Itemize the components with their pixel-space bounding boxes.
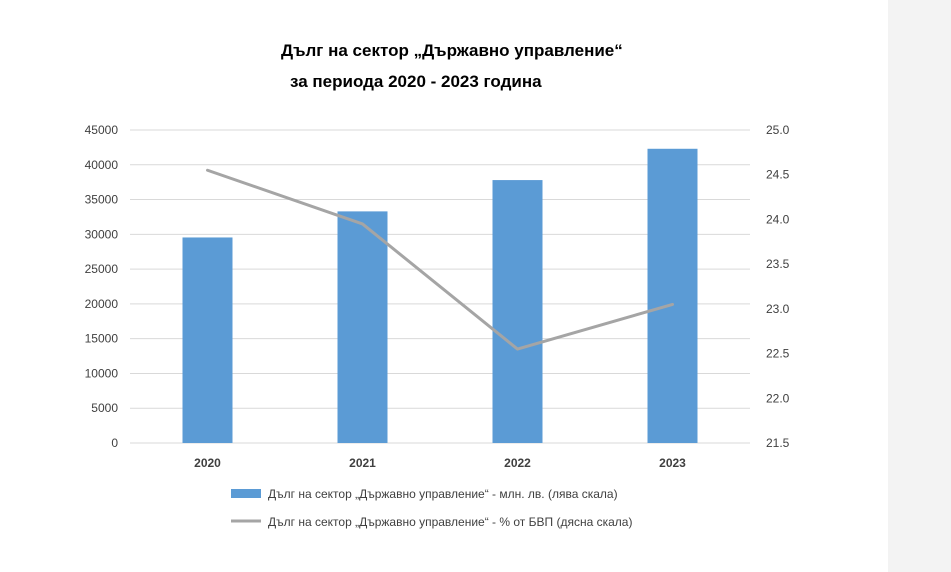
left-tick-label: 5000 — [91, 401, 118, 415]
left-tick-label: 45000 — [85, 123, 119, 137]
chart-subtitle: за периода 2020 - 2023 година — [290, 72, 542, 91]
line-series — [206, 168, 674, 351]
left-tick-label: 20000 — [85, 297, 119, 311]
bar — [337, 211, 388, 443]
x-axis: 2020 2021 2022 2023 — [194, 456, 686, 470]
bar — [647, 148, 698, 443]
chart-area: 0 5000 10000 15000 20000 25000 30000 35000 40000… — [85, 123, 790, 529]
left-tick-label: 30000 — [85, 227, 119, 241]
right-tick-label: 23.0 — [766, 302, 790, 316]
gridlines — [130, 129, 750, 444]
right-tick-label: 22.5 — [766, 347, 790, 361]
bar-series — [182, 148, 698, 443]
category-label: 2021 — [349, 456, 376, 470]
category-label: 2023 — [659, 456, 686, 470]
side-panel — [888, 0, 951, 572]
bar — [182, 237, 233, 443]
chart-title: Дълг на сектор „Държавно управление“ — [281, 41, 623, 60]
right-tick-label: 24.5 — [766, 168, 790, 182]
legend-bar-label: Дълг на сектор „Държавно управление“ - м… — [268, 487, 618, 501]
right-tick-label: 21.5 — [766, 436, 790, 450]
left-tick-label: 25000 — [85, 262, 119, 276]
right-tick-label: 25.0 — [766, 123, 790, 137]
left-axis: 0 5000 10000 15000 20000 25000 30000 35000 40000… — [85, 123, 119, 450]
series-line — [206, 168, 674, 351]
left-tick-label: 0 — [111, 436, 118, 450]
left-tick-label: 15000 — [85, 332, 119, 346]
left-tick-label: 10000 — [85, 366, 119, 380]
legend: Дълг на сектор „Държавно управление“ - м… — [231, 487, 632, 529]
right-tick-label: 22.0 — [766, 391, 790, 405]
category-label: 2022 — [504, 456, 531, 470]
right-tick-label: 24.0 — [766, 212, 790, 226]
right-tick-label: 23.5 — [766, 257, 790, 271]
legend-line-label: Дълг на сектор „Държавно управление“ - %… — [268, 515, 632, 529]
legend-bar-swatch — [231, 489, 261, 498]
right-axis: 21.5 22.0 22.5 23.0 23.5 24.0 24.5 25.0 — [766, 123, 790, 450]
left-tick-label: 35000 — [85, 193, 119, 207]
bar — [492, 180, 543, 443]
left-tick-label: 40000 — [85, 158, 119, 172]
category-label: 2020 — [194, 456, 221, 470]
